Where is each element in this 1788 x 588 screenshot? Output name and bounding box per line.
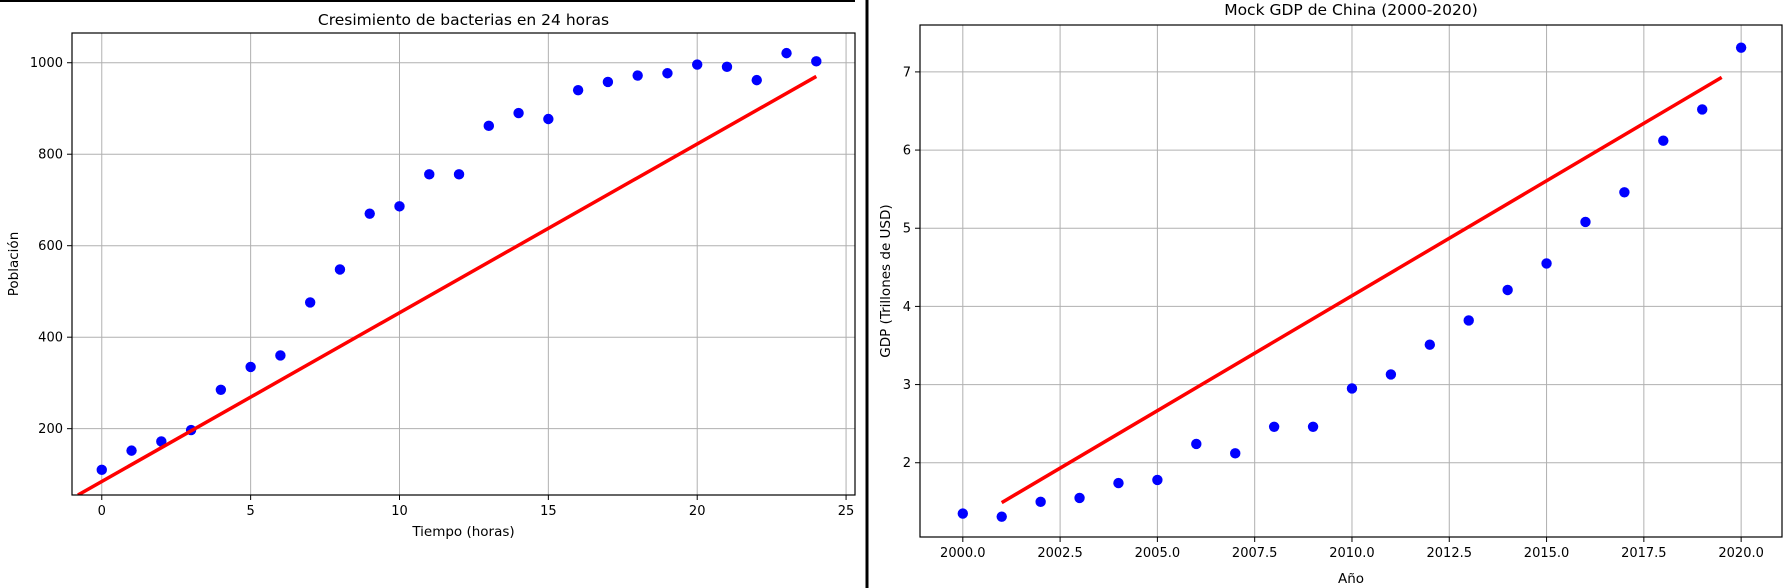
data-point bbox=[1580, 216, 1591, 228]
x-tick-label: 25 bbox=[838, 504, 855, 519]
data-point bbox=[96, 464, 107, 476]
data-point bbox=[304, 297, 316, 308]
data-point bbox=[364, 208, 375, 219]
data-point bbox=[1113, 477, 1124, 489]
data-point bbox=[1658, 135, 1669, 146]
data-point bbox=[662, 68, 673, 79]
axes-frame bbox=[919, 24, 1783, 538]
y-axis-label: GDP (Trillones de USD) bbox=[878, 204, 894, 357]
data-point bbox=[811, 56, 822, 67]
y-tick-label: 4 bbox=[903, 300, 911, 315]
data-point bbox=[1697, 104, 1708, 115]
y-tick-label: 800 bbox=[38, 148, 63, 163]
data-point bbox=[126, 445, 137, 456]
data-point bbox=[156, 436, 167, 447]
y-tick-label: 200 bbox=[38, 422, 63, 437]
china-gdp-chart: 2000.0 2002.5 2005.0 2007.5 2010.0 2012.5 2015… bbox=[878, 1, 1783, 587]
data-point bbox=[1230, 448, 1241, 459]
x-axis-label: Año bbox=[1338, 571, 1364, 587]
x-tick-label: 2007.5 bbox=[1232, 546, 1278, 561]
data-point bbox=[483, 120, 495, 132]
axes-frame bbox=[71, 32, 856, 496]
x-tick-label: 2012.5 bbox=[1427, 546, 1473, 561]
chart-title: Mock GDP de China (2000-2020) bbox=[1224, 1, 1478, 19]
data-point bbox=[692, 59, 703, 70]
x-tick-label: 20 bbox=[689, 504, 706, 519]
data-point bbox=[602, 76, 614, 88]
data-point bbox=[1191, 438, 1202, 450]
fit-line bbox=[77, 74, 818, 495]
y-tick-label: 1000 bbox=[30, 56, 63, 71]
data-point bbox=[1307, 421, 1319, 432]
data-point bbox=[513, 107, 524, 119]
data-point bbox=[245, 361, 256, 373]
data-point bbox=[1152, 474, 1163, 486]
data-point bbox=[1035, 496, 1046, 508]
data-point bbox=[1424, 339, 1436, 350]
data-point bbox=[721, 61, 733, 73]
data-point bbox=[275, 350, 286, 361]
y-tick-label: 3 bbox=[903, 378, 911, 393]
data-point bbox=[453, 169, 465, 180]
data-point bbox=[1268, 421, 1280, 432]
data-point bbox=[1735, 42, 1747, 53]
data-point bbox=[1541, 258, 1552, 269]
y-tick-label: 5 bbox=[903, 222, 911, 237]
x-axis-label: Tiempo (horas) bbox=[411, 524, 514, 540]
data-point bbox=[543, 113, 554, 125]
x-tick-label: 2005.0 bbox=[1135, 546, 1181, 561]
fit-line bbox=[1000, 75, 1723, 505]
data-point bbox=[394, 201, 405, 212]
x-tick-label: 2020.0 bbox=[1718, 546, 1764, 561]
data-point bbox=[1346, 383, 1358, 394]
y-tick-label: 400 bbox=[38, 331, 63, 346]
data-point bbox=[1463, 315, 1474, 326]
x-tick-label: 2010.0 bbox=[1329, 546, 1375, 561]
x-tick-label: 0 bbox=[98, 504, 106, 519]
data-point bbox=[751, 74, 762, 86]
data-point bbox=[424, 169, 435, 180]
x-tick-label: 2000.0 bbox=[940, 546, 986, 561]
data-point bbox=[1619, 187, 1630, 198]
data-point bbox=[632, 70, 643, 81]
data-point bbox=[215, 384, 227, 395]
chart-title: Cresimiento de bacterias en 24 horas bbox=[318, 11, 609, 29]
bacteria-growth-chart: 0 5 10 15 20 25 200 400 600 800 1000 Cresimiento de… bbox=[6, 11, 856, 540]
x-tick-label: 2015.0 bbox=[1524, 546, 1570, 561]
data-point bbox=[957, 508, 969, 519]
x-tick-label: 5 bbox=[246, 504, 254, 519]
data-point bbox=[1385, 369, 1397, 380]
x-tick-label: 15 bbox=[540, 504, 557, 519]
x-tick-label: 2002.5 bbox=[1037, 546, 1083, 561]
data-point bbox=[996, 511, 1007, 522]
y-tick-label: 600 bbox=[38, 239, 63, 254]
data-point bbox=[334, 264, 346, 275]
y-tick-label: 7 bbox=[903, 65, 911, 80]
data-point bbox=[572, 84, 584, 96]
x-tick-label: 10 bbox=[391, 504, 408, 519]
y-axis-label: Población bbox=[6, 232, 22, 297]
x-tick-label: 2017.5 bbox=[1621, 546, 1667, 561]
y-tick-label: 2 bbox=[903, 456, 911, 471]
data-point bbox=[1502, 284, 1513, 296]
y-tick-label: 6 bbox=[903, 144, 911, 159]
data-point bbox=[781, 47, 792, 59]
data-point bbox=[1074, 492, 1085, 504]
